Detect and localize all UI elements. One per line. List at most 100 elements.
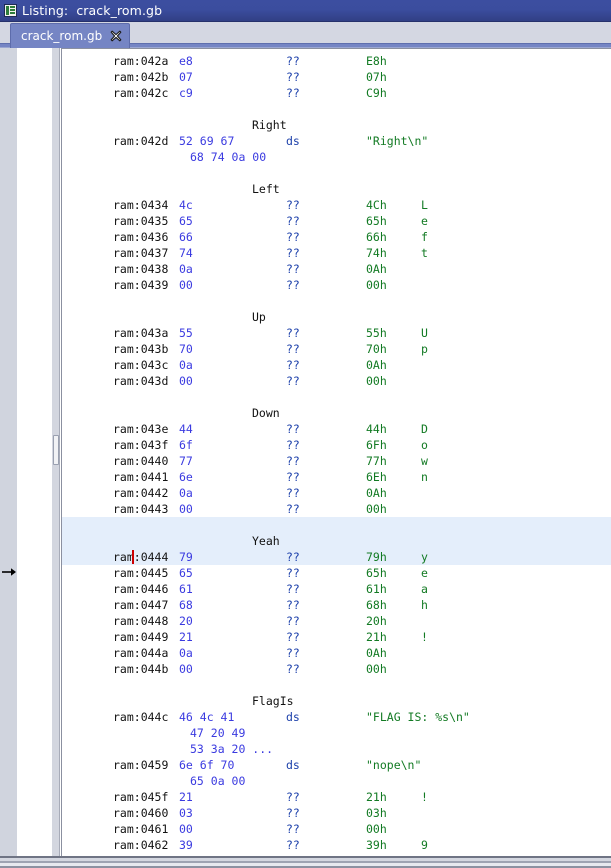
address-cell: ram:0447 [113, 598, 169, 612]
tab-crack-rom-gb[interactable]: crack_rom.gb [10, 23, 131, 48]
listing-row[interactable]: ram:0462 39?? 39h 9 [62, 837, 611, 853]
bytes-cell: 6e 6f 70 [179, 758, 235, 772]
listing-blank-row[interactable] [62, 165, 611, 181]
address-cell: ram:042b [113, 70, 169, 84]
mnemonic-cell: ?? [286, 86, 300, 100]
listing-blank-row[interactable] [62, 677, 611, 693]
listing-row[interactable]: ram:0443 00?? 00h [62, 501, 611, 517]
listing-row[interactable]: ram:042b 07?? 07h [62, 69, 611, 85]
address-cell: ram:043b [113, 342, 169, 356]
listing-row[interactable]: ram:0440 77?? 77h w [62, 453, 611, 469]
mnemonic-cell: ds [286, 758, 300, 772]
listing-label-row[interactable]: FlagIs [62, 693, 611, 709]
listing-label-row[interactable]: Left [62, 181, 611, 197]
close-icon[interactable] [110, 30, 122, 42]
listing-blank-row[interactable] [62, 293, 611, 309]
value-cell: 00h [366, 662, 387, 676]
listing-row[interactable]: ram:0442 0a?? 0Ah [62, 485, 611, 501]
listing-row[interactable]: ram:042a e8?? E8h [62, 53, 611, 69]
listing-row[interactable]: ram:044b 00?? 00h [62, 661, 611, 677]
listing-row[interactable]: ram:0449 21?? 21h! [62, 629, 611, 645]
value-cell: 74h [366, 246, 387, 260]
listing-row[interactable]: 53 3a 20 ... [62, 741, 611, 757]
listing-label-row[interactable]: Up [62, 309, 611, 325]
address-cell: ram:0442 [113, 486, 169, 500]
address-cell: ram:045f [113, 790, 169, 804]
line-gutter [19, 48, 51, 868]
bytes-cell: 65 [179, 566, 193, 580]
value-cell: 66h [366, 230, 387, 244]
listing-row[interactable]: ram:043e 44?? 44h D [62, 421, 611, 437]
listing-row[interactable]: ram:043d 00?? 00h [62, 373, 611, 389]
symbol-label: Down [252, 406, 280, 420]
listing-blank-row[interactable] [62, 101, 611, 117]
value-cell: 55h [366, 326, 387, 340]
mnemonic-cell: ?? [286, 790, 300, 804]
value-cell: 39h [366, 838, 387, 852]
ascii-cell: w [421, 454, 428, 468]
value-cell: 0Ah [366, 486, 387, 500]
listing-row[interactable]: ram:0435 65?? 65h e [62, 213, 611, 229]
address-cell: ram:0435 [113, 214, 169, 228]
listing-row[interactable]: ram:0438 0a?? 0Ah [62, 261, 611, 277]
bytes-cell: 07 [179, 70, 193, 84]
listing-row[interactable]: ram:0437 74?? 74h t [62, 245, 611, 261]
listing-row[interactable]: ram:0460 03?? 03h [62, 805, 611, 821]
listing-row[interactable]: ram:042c c9?? C9h [62, 85, 611, 101]
listing-row[interactable]: ram:0447 68?? 68h h [62, 597, 611, 613]
listing-row[interactable]: ram:0436 66?? 66h f [62, 229, 611, 245]
listing-row[interactable]: ram:045f 21?? 21h! [62, 789, 611, 805]
mnemonic-cell: ?? [286, 550, 300, 564]
bytes-cell: 61 [179, 582, 193, 596]
listing-label-row[interactable]: Down [62, 405, 611, 421]
symbol-label: Up [252, 310, 266, 324]
listing-row[interactable]: ram:0446 61?? 61h a [62, 581, 611, 597]
text-caret [132, 550, 134, 564]
address-cell: ram:0438 [113, 262, 169, 276]
listing-row[interactable]: 47 20 49 [62, 725, 611, 741]
listing-row[interactable]: 65 0a 00 [62, 773, 611, 789]
value-cell: "nope\n" [366, 758, 422, 772]
listing-row[interactable]: ram:0439 00?? 00h [62, 277, 611, 293]
mnemonic-cell: ds [286, 710, 300, 724]
listing-blank-row[interactable] [62, 517, 611, 533]
value-cell: 0Ah [366, 262, 387, 276]
value-cell: 65h [366, 214, 387, 228]
listing-label-row[interactable]: Yeah [62, 533, 611, 549]
mnemonic-cell: ?? [286, 806, 300, 820]
bytes-cell: 66 [179, 230, 193, 244]
listing-row[interactable]: ram:0461 00?? 00h [62, 821, 611, 837]
listing-row[interactable]: ram:0448 20?? 20h [62, 613, 611, 629]
value-cell: 20h [366, 614, 387, 628]
mnemonic-cell: ?? [286, 630, 300, 644]
arrow-right-icon [2, 566, 17, 578]
listing-row[interactable]: ram:043f 6f?? 6Fh o [62, 437, 611, 453]
address-cell: ram:043e [113, 422, 169, 436]
listing-row[interactable]: ram:0459 6e 6f 70 ds "nope\n" [62, 757, 611, 773]
listing-row[interactable]: ram:043b 70?? 70h p [62, 341, 611, 357]
listing-row[interactable]: ram:044c 46 4c 41 ds "FLAG IS: %s\n" [62, 709, 611, 725]
listing-row[interactable]: ram:043a 55?? 55h U [62, 325, 611, 341]
listing-row[interactable]: ram:042d 52 69 67 ds "Right\n" [62, 133, 611, 149]
address-cell: ram:0443 [113, 502, 169, 516]
ascii-cell: h [421, 598, 428, 612]
listing-row[interactable]: ram:0441 6e?? 6Eh n [62, 469, 611, 485]
listing-row[interactable]: ram:0434 4c?? 4Ch L [62, 197, 611, 213]
value-cell: 00h [366, 278, 387, 292]
listing-row[interactable]: ram:044a 0a?? 0Ah [62, 645, 611, 661]
listing-row[interactable]: ram:0444 79?? 79h y [62, 549, 611, 565]
listing-pane[interactable]: ram:042a e8?? E8h ram:042b 07?? 07h ram:042c c9… [61, 48, 611, 868]
value-cell: 0Ah [366, 646, 387, 660]
marker-margin[interactable] [0, 48, 18, 868]
bytes-cell: 6f [179, 438, 193, 452]
listing-row[interactable]: ram:0445 65?? 65h e [62, 565, 611, 581]
listing-blank-row[interactable] [62, 389, 611, 405]
listing-row[interactable]: 68 74 0a 00 [62, 149, 611, 165]
listing-row[interactable]: ram:043c 0a?? 0Ah [62, 357, 611, 373]
listing-label-row[interactable]: Right [62, 117, 611, 133]
scrollbar-thumb[interactable] [53, 435, 59, 465]
bytes-cell: 4c [179, 198, 193, 212]
value-cell: 21h [366, 630, 387, 644]
mnemonic-cell: ?? [286, 246, 300, 260]
overview-scrollbar[interactable] [51, 48, 60, 868]
